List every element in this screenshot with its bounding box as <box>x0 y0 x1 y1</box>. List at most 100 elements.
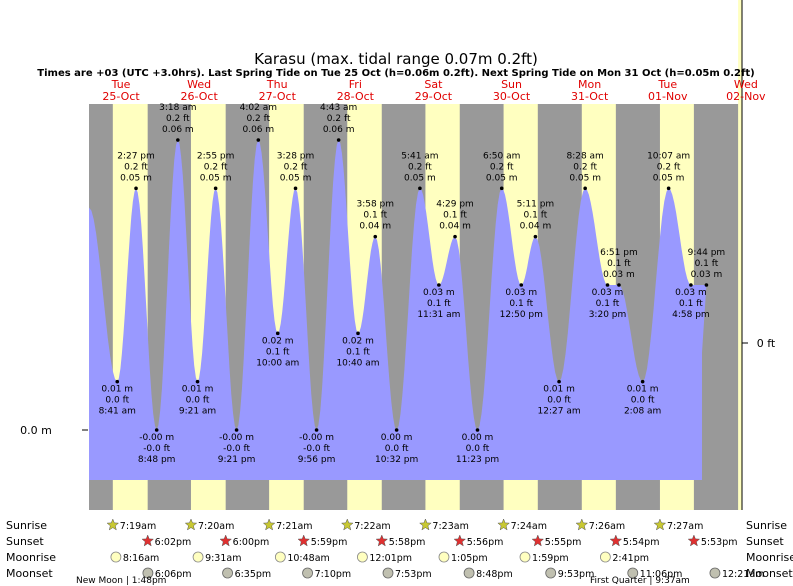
tide-label: 0.1 ft <box>695 259 719 269</box>
sunset-time: 5:54pm <box>623 537 660 548</box>
sunset-time: 5:56pm <box>467 537 504 548</box>
tide-label: -0.0 ft <box>143 444 170 454</box>
tide-label: 0.03 m <box>691 270 723 280</box>
tide-point <box>453 234 457 239</box>
tide-label: 0.1 ft <box>509 299 533 309</box>
moonrise-icon <box>192 551 204 563</box>
day-label-date: 29-Oct <box>415 90 453 103</box>
tide-label: 6:51 pm <box>600 248 638 258</box>
sunset-time: 5:58pm <box>389 537 426 548</box>
sunset-star-icon <box>687 534 701 547</box>
sunrise-star-icon <box>575 518 589 531</box>
tide-label: 0.1 ft <box>596 299 620 309</box>
moonset-icon <box>545 567 557 579</box>
tide-label: -0.0 ft <box>223 444 250 454</box>
tide-label: 10:40 am <box>336 358 379 368</box>
tide-point <box>293 186 298 191</box>
day-label-date: 02-Nov <box>726 90 766 103</box>
tide-point <box>373 234 378 239</box>
tide-label: 3:58 pm <box>356 200 394 210</box>
axes: 0.0 m 0 ft <box>20 0 776 510</box>
tide-label: 0.0 ft <box>631 396 655 406</box>
tide-label: 0.05 m <box>653 173 685 183</box>
tide-point <box>617 283 621 287</box>
tide-label: 2:27 pm <box>117 151 155 161</box>
tide-label: 0.0 ft <box>105 396 129 406</box>
sunset-time: 5:53pm <box>701 537 738 548</box>
tide-label: 0.05 m <box>486 173 518 183</box>
tide-label: 11:23 pm <box>456 455 499 465</box>
tide-point <box>666 186 671 191</box>
tide-label: 0.05 m <box>569 173 601 183</box>
tide-label: 10:00 am <box>256 358 299 368</box>
daylight-band-lower <box>738 480 742 510</box>
moonrise-time: 9:31am <box>205 553 241 564</box>
sunrise-time: 7:19am <box>120 521 156 532</box>
moonset-time: 9:53pm <box>558 569 595 580</box>
tide-label: 0.1 ft <box>363 211 387 221</box>
tide-point <box>689 283 693 287</box>
tide-label: 0.1 ft <box>679 299 703 309</box>
day-label-dow: Fri <box>349 78 362 91</box>
tide-label: 0.2 ft <box>166 114 190 124</box>
sunrise-star-icon <box>106 518 120 531</box>
sunrise-star-icon <box>653 518 667 531</box>
tide-label: 0.2 ft <box>124 162 148 172</box>
tide-label: 0.2 ft <box>246 114 270 124</box>
tide-label: 0.0 ft <box>466 444 490 454</box>
tide-label: 0.1 ft <box>266 347 290 357</box>
tide-label: 0.00 m <box>462 433 494 443</box>
moonrise-icon <box>357 551 368 563</box>
daylight-band-lower <box>425 480 460 510</box>
tide-label: 5:41 am <box>401 151 438 161</box>
sunset-star-icon <box>453 534 467 547</box>
tide-point <box>533 234 538 239</box>
daylight-band-lower <box>503 480 538 510</box>
tide-point <box>605 283 610 287</box>
tide-label: 0.05 m <box>120 173 152 183</box>
tide-label: 0.03 m <box>675 288 707 298</box>
tide-label: 0.1 ft <box>427 299 451 309</box>
tide-label: 0.04 m <box>520 222 552 232</box>
tide-label: 0.01 m <box>182 385 214 395</box>
tide-label: 9:21 am <box>179 407 216 417</box>
sunset-star-icon <box>609 534 623 547</box>
tide-label: 2:08 am <box>624 407 661 417</box>
daylight-band-lower <box>659 480 694 510</box>
tide-point <box>176 138 180 142</box>
sunrise-star-icon <box>340 518 354 531</box>
daylight-band <box>738 0 742 510</box>
day-label-dow: Thu <box>266 78 288 91</box>
tide-point <box>583 186 587 191</box>
row-label-left: Moonset <box>6 567 53 580</box>
tide-label: -0.0 ft <box>303 444 330 454</box>
day-labels: Tue25-OctWed26-OctThu27-OctFri28-OctSat2… <box>102 78 766 103</box>
tide-point <box>437 283 441 287</box>
moonset-time: 12:21am <box>722 569 764 580</box>
row-label-left: Sunset <box>6 535 44 548</box>
tide-label: 0.2 ft <box>408 162 432 172</box>
tide-labels: 0.01 m0.0 ft8:41 am2:27 pm0.2 ft0.05 m-0… <box>99 103 726 465</box>
tide-label: 9:21 pm <box>218 455 256 465</box>
tide-area <box>89 140 707 510</box>
moonrise-icon <box>110 551 122 563</box>
daylight-band-lower <box>347 480 382 510</box>
tide-label: 3:18 am <box>159 103 196 113</box>
tide-label: 0.2 ft <box>204 162 228 172</box>
tide-label: 0.03 m <box>423 288 455 298</box>
day-label-date: 25-Oct <box>102 90 140 103</box>
day-label-dow: Wed <box>187 78 211 91</box>
moonset-time: 11:06pm <box>640 569 683 580</box>
tide-label: 0.06 m <box>323 125 355 135</box>
row-label-right: Moonrise <box>746 551 793 564</box>
tide-label: 0.02 m <box>342 336 374 346</box>
tide-label: 8:48 pm <box>138 455 176 465</box>
moonrise-time: 2:41pm <box>612 553 649 564</box>
tide-label: 0.03 m <box>505 288 537 298</box>
tide-label: 8:41 am <box>99 407 136 417</box>
new-moon-label: New Moon | 1:48pm <box>76 576 166 586</box>
moonrise-icon <box>438 551 450 563</box>
tide-label: 3:20 pm <box>589 310 627 320</box>
tide-label: 0.1 ft <box>607 259 631 269</box>
tide-label: 0.04 m <box>439 222 471 232</box>
